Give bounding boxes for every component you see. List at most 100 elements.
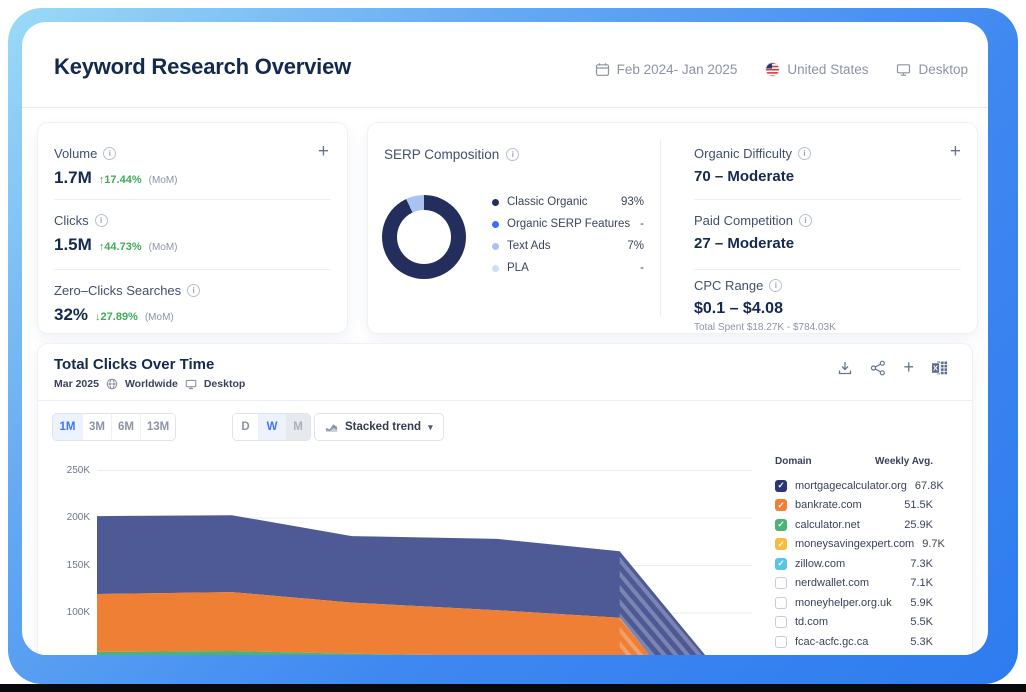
domain-row[interactable]: ✓ zillow.com 7.3K	[775, 554, 933, 574]
stat-change-period: (MoM)	[148, 175, 178, 186]
divider	[54, 269, 331, 270]
serp-legend-item[interactable]: PLA -	[492, 257, 644, 279]
checkbox-checked-icon[interactable]: ✓	[775, 518, 787, 531]
serp-title: SERP Composition	[384, 147, 500, 162]
checkbox-checked-icon[interactable]: ✓	[775, 538, 787, 551]
info-icon[interactable]: i	[799, 214, 812, 227]
serp-difficulty-card: SERP Composition i Classic Organic 93% Org…	[368, 123, 977, 333]
divider	[694, 269, 961, 270]
area-series-calculator-net	[97, 651, 440, 655]
date-range-selector[interactable]: Feb 2024- Jan 2025	[595, 62, 737, 77]
serp-donut-chart	[382, 195, 466, 279]
domain-row[interactable]: nerdwallet.com 7.1K	[775, 574, 933, 594]
legend-label: PLA	[507, 262, 529, 274]
stat-change-period: (MoM)	[144, 312, 174, 323]
svg-text:X: X	[933, 363, 938, 372]
stat-value: 1.7M	[54, 168, 92, 187]
country-selector[interactable]: United States	[765, 62, 868, 77]
granularity-d[interactable]: D	[233, 414, 258, 440]
header-divider	[22, 107, 988, 108]
chart-subtitle: Mar 2025 Worldwide Desktop	[54, 378, 245, 390]
compare-add-icon[interactable]: +	[903, 357, 914, 377]
legend-value: -	[640, 218, 644, 230]
domain-label: td.com	[795, 616, 829, 629]
checkbox-unchecked-icon[interactable]	[775, 616, 787, 629]
share-icon[interactable]	[870, 360, 886, 376]
serp-legend-item[interactable]: Classic Organic 93%	[492, 191, 644, 213]
organic-difficulty-block: Organic Difficulty i 70 – Moderate	[694, 146, 961, 185]
checkbox-checked-icon[interactable]: ✓	[775, 557, 787, 570]
time-range-6m[interactable]: 6M	[111, 414, 140, 440]
kpi-card: + Volume i 1.7M ↑17.44% (MoM) Clicks i	[38, 123, 347, 333]
domain-row[interactable]: ✓ calculator.net 25.9K	[775, 515, 933, 535]
time-range-1m[interactable]: 1M	[53, 414, 82, 440]
serp-legend-item[interactable]: Organic SERP Features -	[492, 213, 644, 235]
divider	[694, 199, 961, 200]
domain-row[interactable]: moneyhelper.org.uk 5.9K	[775, 593, 933, 613]
stat-label: Volume	[54, 146, 98, 161]
add-to-dashboard-button[interactable]: +	[949, 141, 961, 162]
clicks-area-chart[interactable]	[97, 452, 752, 655]
time-range-3m[interactable]: 3M	[82, 414, 111, 440]
legend-label: Classic Organic	[507, 196, 588, 208]
donut-hole	[397, 210, 451, 264]
checkbox-unchecked-icon[interactable]	[775, 577, 787, 590]
granularity-w[interactable]: W	[258, 414, 285, 440]
chart-title: Total Clicks Over Time	[54, 356, 215, 373]
divider	[54, 199, 331, 200]
legend-value: 93%	[620, 196, 644, 208]
stat-value: 1.5M	[54, 235, 92, 254]
divider	[38, 400, 972, 401]
area-series-mortgagecalculator-org	[97, 515, 706, 655]
info-icon[interactable]: i	[187, 284, 201, 297]
y-axis-tick: 100K	[66, 607, 90, 618]
time-range-13m[interactable]: 13M	[140, 414, 175, 440]
monitor-icon	[896, 63, 911, 77]
excel-export-icon[interactable]: X	[931, 360, 948, 376]
legend-table-rows: ✓ mortgagecalculator.org 67.8K ✓ bankrate.co…	[775, 476, 945, 652]
domain-label: moneysavingexpert.com	[795, 538, 915, 551]
weekly-avg-value: 7.1K	[910, 577, 933, 590]
chart-date: Mar 2025	[54, 378, 99, 390]
domain-row[interactable]: td.com 5.5K	[775, 613, 933, 633]
info-icon[interactable]: i	[769, 279, 783, 292]
serp-legend-item[interactable]: Text Ads 7%	[492, 235, 644, 257]
serp-legend: Classic Organic 93% Organic SERP Features -…	[492, 191, 644, 279]
domain-row[interactable]: ✓ mortgagecalculator.org 67.8K	[775, 476, 944, 496]
weekly-avg-value: 51.5K	[904, 499, 933, 512]
add-to-dashboard-button[interactable]: +	[317, 141, 329, 162]
weekly-avg-value: 7.3K	[910, 557, 933, 570]
checkbox-checked-icon[interactable]: ✓	[775, 499, 787, 512]
area-chart-icon	[325, 421, 338, 433]
total-clicks-card: Total Clicks Over Time Mar 2025 Worldwid…	[38, 344, 972, 655]
weekly-avg-value: 5.9K	[910, 596, 933, 609]
paid-competition-block: Paid Competition i 27 – Moderate	[694, 213, 961, 252]
checkbox-checked-icon[interactable]: ✓	[775, 479, 787, 492]
us-flag-icon	[765, 62, 781, 77]
checkbox-unchecked-icon[interactable]	[775, 635, 787, 648]
info-icon[interactable]: i	[798, 147, 812, 160]
domain-row[interactable]: ✓ moneysavingexpert.com 9.7K	[775, 535, 945, 555]
domain-label: calculator.net	[795, 518, 860, 531]
legend-label: Organic SERP Features	[507, 218, 631, 230]
info-icon[interactable]: i	[94, 214, 108, 227]
download-icon[interactable]	[837, 360, 853, 376]
stat-change: ↑44.73%	[98, 241, 142, 253]
info-icon[interactable]: i	[506, 148, 520, 161]
domain-row[interactable]: ✓ bankrate.com 51.5K	[775, 496, 933, 516]
stat-value: $0.1 – $4.08	[694, 300, 783, 317]
domain-label: nerdwallet.com	[795, 577, 869, 590]
info-icon[interactable]: i	[103, 147, 117, 160]
domain-row[interactable]: fcac-acfc.gc.ca 5.3K	[775, 632, 933, 652]
granularity-m[interactable]: M	[285, 414, 310, 440]
checkbox-unchecked-icon[interactable]	[775, 596, 787, 609]
stat-zero-clicks: Zero–Clicks Searches i 32% ↓27.89% (MoM)	[54, 283, 331, 325]
view-mode-dropdown[interactable]: Stacked trend ▾	[314, 413, 444, 441]
caret-down-icon: ▾	[428, 421, 433, 432]
area-series-bankrate-com	[97, 592, 650, 655]
device-selector[interactable]: Desktop	[896, 62, 968, 77]
domain-label: moneyhelper.org.uk	[795, 596, 892, 609]
stat-label: Organic Difficulty	[694, 146, 793, 161]
stat-label: Zero–Clicks Searches	[54, 283, 182, 298]
